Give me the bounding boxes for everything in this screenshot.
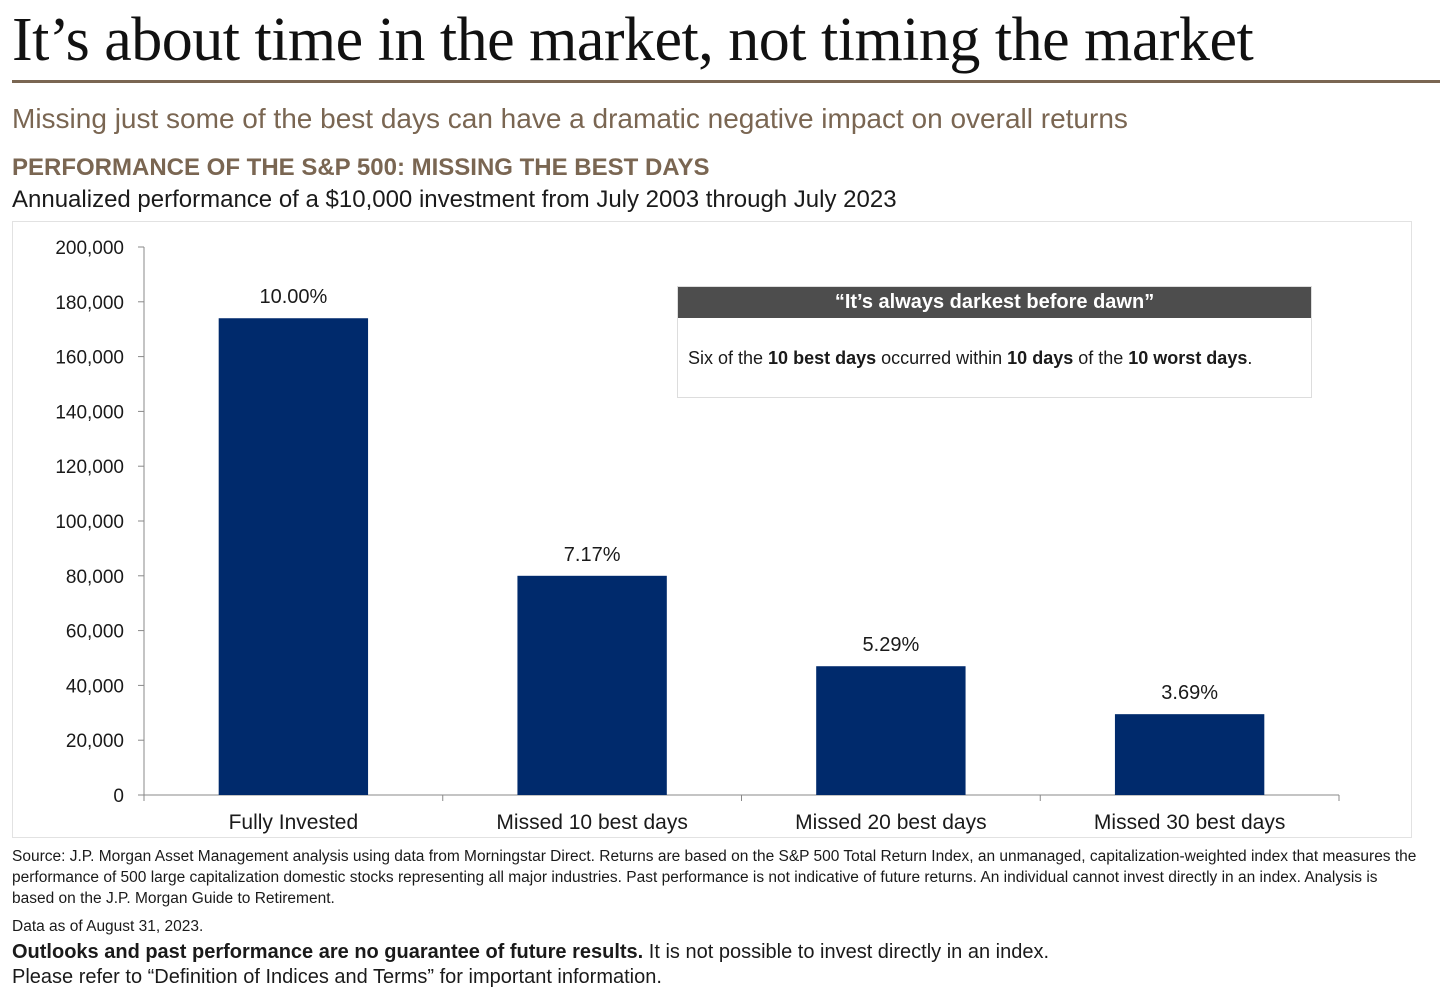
callout-box: “It’s always darkest before dawn” Six of… [677,286,1312,398]
callout-text-part: of the [1073,348,1129,368]
y-tick-label: 20,000 [66,731,124,752]
y-tick-label: 120,000 [55,457,124,478]
bar-data-label: 5.29% [863,634,920,656]
chart-heading: PERFORMANCE OF THE S&P 500: MISSING THE … [12,154,710,181]
bar [816,666,966,795]
callout-text-part: . [1247,348,1253,368]
x-tick-label: Missed 30 best days [1094,811,1285,834]
callout-text: Six of the 10 best days occurred within … [678,318,1311,398]
y-tick-label: 0 [113,786,124,807]
disclaimer-line-2: Please refer to “Definition of Indices a… [12,966,662,988]
source-note: Source: J.P. Morgan Asset Management ana… [12,848,1417,907]
y-tick-label: 100,000 [55,512,124,533]
x-tick-label: Missed 10 best days [496,811,687,834]
disclaimer-rest: It is not possible to invest directly in… [643,941,1050,963]
y-tick-label: 140,000 [55,402,124,423]
page-title: It’s about time in the market, not timin… [12,6,1254,74]
y-tick-label: 160,000 [55,348,124,369]
chart-subheading: Annualized performance of a $10,000 inve… [12,186,897,213]
bar [517,575,667,795]
disclaimer-bold: Outlooks and past performance are no gua… [12,941,644,963]
callout-text-bold: 10 days [1007,348,1074,368]
disclaimer: Outlooks and past performance are no gua… [12,940,1049,990]
x-tick-label: Missed 20 best days [795,811,986,834]
y-tick-label: 200,000 [55,238,124,259]
page-subtitle: Missing just some of the best days can h… [12,103,1128,134]
x-tick-label: Fully Invested [229,811,359,834]
callout-title: “It’s always darkest before dawn” [678,287,1311,318]
data-as-of: Data as of August 31, 2023. [12,918,204,935]
y-tick-label: 80,000 [66,567,124,588]
bar-data-label: 7.17% [564,544,621,566]
callout-text-bold: 10 best days [768,348,877,368]
callout-text-part: Six of the [688,348,769,368]
bar-data-label: 10.00% [259,286,327,308]
y-tick-label: 60,000 [66,622,124,643]
bar-data-label: 3.69% [1161,682,1218,704]
callout-text-part: occurred within [876,348,1008,368]
disclaimer-line-1: Outlooks and past performance are no gua… [12,940,1049,965]
y-tick-label: 180,000 [55,293,124,314]
title-divider [12,80,1440,83]
callout-text-bold: 10 worst days [1128,348,1248,368]
bar [218,318,369,795]
y-tick-label: 40,000 [66,676,124,697]
chart-frame [12,221,1412,838]
bar [1114,714,1265,795]
